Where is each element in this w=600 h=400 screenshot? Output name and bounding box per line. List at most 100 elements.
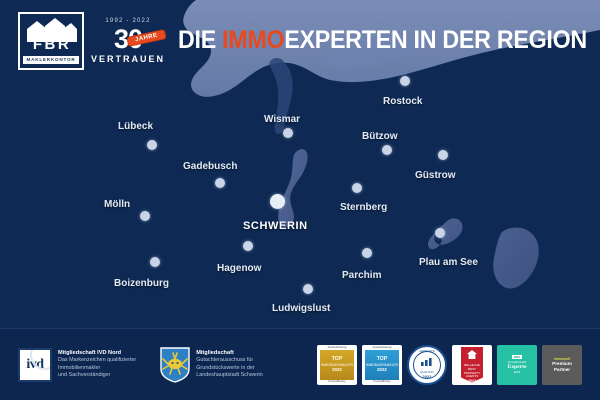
- house-icon: [467, 347, 477, 365]
- award-panel: TOP IMMOBILIEN­MAKLER 2022: [320, 349, 354, 380]
- anniversary-badge: 1992 - 2022 30 JAHRE VERTRAUEN: [91, 18, 166, 64]
- award-panel: TOP IMMOBILIEN­MAKLER 2022: [365, 349, 399, 380]
- membership-ivd[interactable]: ivd Mitgliedschaft IVD Nord Das Markenze…: [18, 347, 136, 382]
- membership-gutachter-title: Mitgliedschaft: [196, 349, 234, 356]
- ivd-logo-icon: ivd: [18, 347, 52, 382]
- membership-gutachter-text: Mitgliedschaft Gutachterausschuss für Gr…: [196, 350, 263, 380]
- award-source: FocusMoney: [373, 378, 391, 383]
- city-label: Hagenow: [217, 263, 262, 274]
- map-mueritz: [493, 227, 539, 289]
- membership-ivd-line1: Das Markenzeichen qualifizierter: [58, 357, 137, 364]
- map-plauer-see: [428, 218, 463, 250]
- teal-main-label: Experte: [507, 364, 527, 370]
- ribbon-inner: BELLEVUE BEST PROPERTY AGENTS 2022: [461, 346, 483, 383]
- city-dot: [215, 178, 225, 188]
- ribbon-mid-label: BEST PROPERTY: [463, 366, 481, 375]
- bellevue-best-property-agents-badge[interactable]: BELLEVUE BEST PROPERTY AGENTS 2022: [452, 344, 492, 385]
- seal-inner: GEPRÜFTE QUALITÄT 2022: [413, 348, 441, 380]
- award-category-label: IMMOBILIEN­MAKLER: [321, 362, 353, 367]
- fbr-letter-r: R: [57, 36, 70, 53]
- city-dot: [382, 145, 392, 155]
- city-label: Wismar: [264, 114, 301, 125]
- footer: ivd Mitgliedschaft IVD Nord Das Markenze…: [0, 328, 600, 400]
- membership-ivd-line3: und Sachverständiger: [58, 371, 111, 378]
- seal-year: 2022: [422, 374, 432, 380]
- ribbon-year: 2022: [468, 378, 476, 383]
- city-dot: [147, 140, 157, 150]
- city-label: Rostock: [383, 96, 423, 107]
- teal-year: 2022: [513, 370, 521, 374]
- membership-gutachter-line1: Gutachterausschuss für: [196, 357, 254, 364]
- city-label: Parchim: [342, 270, 382, 281]
- ribbon-sub-label: AGENTS: [465, 374, 479, 379]
- city-dot: [438, 150, 448, 160]
- headline-highlight: IMMO: [222, 26, 285, 54]
- footer-content: ivd Mitgliedschaft IVD Nord Das Markenze…: [0, 329, 600, 400]
- city-dot: [435, 228, 445, 238]
- immobilienscout24-experte-badge[interactable]: IS24 ImmoScout24 Experte 2022: [497, 344, 537, 385]
- headline-part1: DIE: [178, 26, 223, 54]
- qualitaets-siegel-badge[interactable]: GEPRÜFTE QUALITÄT 2022: [407, 344, 447, 385]
- city-label: Boizenburg: [114, 278, 169, 289]
- membership-gutachter-line3: Landeshauptstadt Schwerin: [196, 371, 263, 378]
- membership-gutachterausschuss[interactable]: Mitgliedschaft Gutachterausschuss für Gr…: [160, 346, 263, 383]
- city-dot: [400, 76, 410, 86]
- award-mid-label: TOP: [331, 356, 343, 363]
- city-label: Plau am See: [419, 257, 478, 268]
- map-wismar-bay: [269, 58, 293, 134]
- city-dot: [303, 284, 313, 294]
- seal-top-label: GEPRÜFTE: [419, 348, 435, 353]
- top-immobilienmakler-gold-badge[interactable]: Auszeichnung TOP IMMOBILIEN­MAKLER 2022 Focu…: [317, 344, 357, 385]
- header: F B R MAKLERKONTOR 1992 - 2022 30 JAHRE …: [0, 0, 600, 78]
- anniversary-trust-label: VERTRAUEN: [91, 54, 166, 64]
- ivd-logo-text: ivd: [26, 356, 44, 372]
- city-label: Lübeck: [118, 121, 154, 132]
- city-label: Güstrow: [415, 170, 456, 181]
- membership-ivd-text: Mitgliedschaft IVD Nord Das Markenzeiche…: [58, 350, 136, 380]
- city-dot: [362, 248, 372, 258]
- award-badges: Auszeichnung TOP IMMOBILIEN­MAKLER 2022 Focu…: [317, 344, 582, 385]
- award-caption-top: Auszeichnung: [327, 344, 347, 349]
- teal-brand-label: ImmoScout24: [507, 360, 527, 364]
- award-caption-top: Auszeichnung: [372, 344, 392, 349]
- award-year: 2022: [332, 366, 342, 372]
- membership-ivd-title: Mitgliedschaft IVD Nord: [58, 349, 122, 356]
- city-label: Gadebusch: [183, 161, 238, 172]
- city-dot: [269, 193, 285, 209]
- fbr-letter-b: B: [44, 36, 56, 53]
- city-dot: [283, 128, 293, 138]
- map-peninsula: [326, 37, 429, 69]
- award-source: FocusMoney: [328, 378, 346, 383]
- anniversary-years: 1992 - 2022: [105, 18, 151, 24]
- page-title: DIE IMMOEXPERTEN IN DER REGION: [178, 27, 587, 53]
- membership-gutachter-line2: Grundstückswerte in der: [196, 364, 255, 371]
- city-label: SCHWERIN: [243, 220, 308, 232]
- fbr-subtitle: MAKLERKONTOR: [23, 56, 79, 64]
- map-schweriner-see: [278, 149, 308, 228]
- premium-brand-label: immowelt: [553, 357, 571, 362]
- award-mid-label: TOP: [376, 356, 388, 363]
- premium-label: Premium: [552, 361, 572, 367]
- company-logo[interactable]: F B R MAKLERKONTOR 1992 - 2022 30 JAHRE …: [18, 12, 166, 70]
- ribbon-top-label: BELLEVUE: [464, 363, 480, 368]
- anniversary-number-wrap: 30 JAHRE: [114, 25, 166, 53]
- seal-chart-icon: [420, 353, 434, 371]
- immowelt-premium-partner-badge[interactable]: immowelt Premium Partner: [542, 344, 582, 385]
- building-roof-icon: [25, 18, 79, 44]
- city-label: Ludwigslust: [272, 303, 331, 314]
- city-dot: [243, 241, 253, 251]
- headline-part2: EXPERTEN IN DER REGION: [284, 26, 587, 54]
- city-label: Bützow: [362, 131, 398, 142]
- award-category-label: IMMOBILIEN­MAKLER: [366, 362, 398, 367]
- fbr-letter-f: F: [32, 36, 43, 53]
- fbr-logo-mark: F B R MAKLERKONTOR: [18, 12, 84, 70]
- membership-ivd-line2: Immobilienmakler: [58, 364, 101, 371]
- city-label: Sternberg: [340, 202, 388, 213]
- city-label: Mölln: [104, 199, 131, 210]
- schwerin-coat-of-arms-icon: [160, 346, 190, 383]
- premium-partner-label: Partner: [553, 366, 571, 372]
- top-immobilienmakler-blue-badge[interactable]: Auszeichnung TOP IMMOBILIEN­MAKLER 2022 Focu…: [362, 344, 402, 385]
